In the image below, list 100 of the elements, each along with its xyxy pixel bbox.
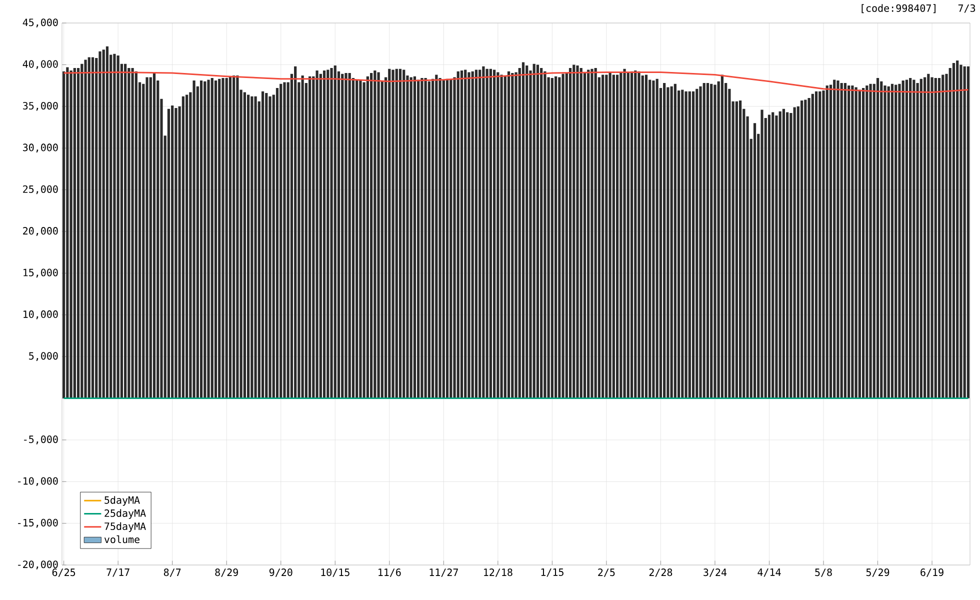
bar [706,83,710,398]
x-tick-label: 10/15 [321,568,350,577]
bar [334,66,336,398]
x-tick-label: 11/6 [378,568,401,577]
bar [920,78,922,398]
bar [851,86,854,398]
text: 7/3 [958,4,976,13]
bar [778,111,782,398]
bar [261,91,264,398]
bar [250,96,254,398]
bar [656,78,658,398]
bar [634,70,637,398]
y-tick-label: -5,000 [24,436,58,444]
bar [207,80,210,398]
bar [254,96,257,398]
bar [605,74,608,398]
bar [149,77,152,398]
bar [283,82,286,398]
bar [699,86,702,398]
bar [952,63,956,398]
bar [760,110,764,398]
x-tick-label: 11/27 [430,568,458,577]
bar [507,71,510,398]
bar [923,77,926,398]
bar [420,78,424,398]
bar [392,70,394,398]
bar [102,50,105,398]
bar [468,72,470,398]
x-tick-label: 1/15 [541,568,564,577]
bar [960,64,962,398]
bar [402,70,406,398]
bar [602,74,604,398]
bar [876,78,880,398]
bar [684,91,688,398]
bar [243,92,246,398]
bar [775,116,778,398]
bar [210,78,214,398]
bar [938,78,941,398]
bar [652,80,655,398]
bar [232,76,236,398]
bar [814,91,818,398]
bar [688,91,691,398]
bar [786,112,789,398]
bar [247,94,250,398]
bar [218,78,221,398]
x-tick-label: 12/18 [484,568,512,577]
x-tick-label: 8/29 [215,568,238,577]
bar [590,68,594,398]
bar [428,81,430,398]
bar [66,67,69,398]
y-tick-label: -20,000 [18,560,58,570]
bar [811,94,814,398]
bar [88,57,90,398]
bar [869,84,872,398]
x-tick-label: 8/7 [164,568,181,577]
bar [963,66,966,398]
bar [638,71,640,398]
bar [214,80,218,398]
bar [442,80,445,398]
bar [435,74,438,398]
bar [146,77,148,398]
bar [620,73,622,398]
line-series [63,71,969,93]
bar [720,74,724,398]
bar [478,70,482,398]
bar [174,108,178,398]
bar [511,73,514,398]
bar [644,74,648,398]
bar [301,76,304,398]
bar [912,80,916,398]
bar [326,70,330,398]
bar [80,64,84,398]
bar [186,94,188,398]
bar [410,77,412,398]
bar [413,76,416,398]
bar [236,76,239,398]
bar [818,91,822,398]
bar [916,83,919,398]
bar [417,80,420,398]
bar [623,68,626,398]
bar [294,66,297,398]
bar [171,106,174,398]
bar [840,83,843,398]
bar [192,80,196,398]
bar [808,98,810,398]
bar [930,77,934,398]
y-tick-label: 10,000 [24,310,58,320]
bar [804,100,807,398]
x-tick-label: 6/25 [52,568,76,577]
bar [663,83,666,398]
bar [76,68,80,398]
bar [374,70,376,398]
y-tick-label: 30,000 [23,144,58,152]
bar [514,72,518,398]
legend-label: volume [104,535,140,544]
bar [880,81,883,398]
bar [768,114,771,398]
bar [710,84,713,398]
bar [456,71,460,398]
bar [587,70,590,398]
